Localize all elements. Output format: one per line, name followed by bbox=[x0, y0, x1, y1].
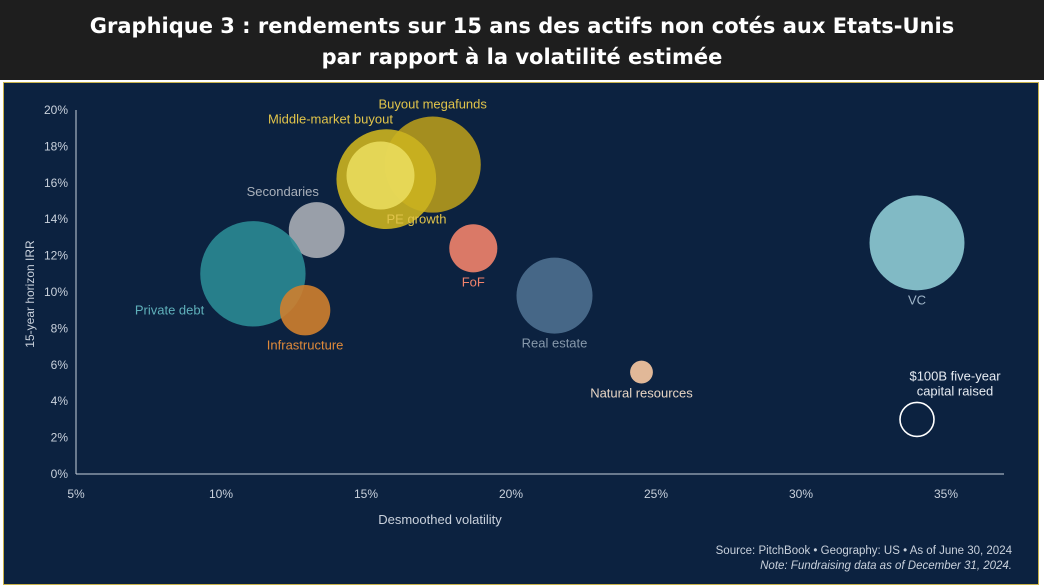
y-tick-label: 0% bbox=[51, 467, 69, 481]
bubble-label-vc: VC bbox=[908, 292, 926, 307]
x-tick-label: 15% bbox=[354, 487, 378, 501]
x-tick-label: 35% bbox=[934, 487, 958, 501]
y-tick-label: 10% bbox=[44, 285, 68, 299]
x-axis-title: Desmoothed volatility bbox=[378, 512, 502, 527]
bubble-natural-resources bbox=[630, 360, 653, 384]
x-tick-label: 5% bbox=[67, 487, 85, 501]
bubble-secondaries bbox=[288, 202, 345, 259]
y-tick-label: 12% bbox=[44, 249, 68, 263]
y-tick-label: 8% bbox=[51, 321, 69, 335]
y-tick-label: 16% bbox=[44, 176, 68, 190]
y-tick-label: 18% bbox=[44, 139, 68, 153]
bubble-label-real-estate: Real estate bbox=[522, 336, 588, 351]
bubble-label-infrastructure: Infrastructure bbox=[267, 337, 344, 352]
bubble-label-line: Secondaries bbox=[247, 184, 320, 199]
bubble-label-line: Natural resources bbox=[590, 385, 693, 400]
chart-title-line-1: Graphique 3 : rendements sur 15 ans des … bbox=[89, 14, 955, 38]
bubble-label-pe-growth: PE growth bbox=[387, 212, 447, 227]
bubble-label-middle-market-buyout: Middle-market buyout bbox=[268, 111, 393, 126]
bubble-label-private-debt: Private debt bbox=[135, 302, 205, 317]
bubble-private-debt bbox=[200, 221, 306, 327]
bubble-label-line: PE growth bbox=[387, 212, 447, 227]
x-tick-label: 30% bbox=[789, 487, 813, 501]
y-axis-title: 15-year horizon IRR bbox=[23, 240, 37, 348]
bubble-label-line: VC bbox=[908, 292, 926, 307]
bubble-label-natural-resources: Natural resources bbox=[590, 385, 693, 400]
bubble-label-line: Infrastructure bbox=[267, 337, 344, 352]
bubble-pe-growth bbox=[346, 141, 415, 210]
bubble-100b-five-year-capital-raised bbox=[899, 401, 935, 438]
bubble-label-line: Real estate bbox=[522, 336, 588, 351]
bubble-label-line: Private debt bbox=[135, 302, 205, 317]
bubble-label-line: $100B five-year bbox=[909, 368, 1001, 383]
bubble-infrastructure bbox=[279, 284, 331, 336]
fundraising-note: Note: Fundraising data as of December 31… bbox=[760, 560, 1012, 572]
bubble-label-line: Buyout megafunds bbox=[378, 97, 487, 112]
bubble-label-line: FoF bbox=[462, 274, 485, 289]
bubble-label-line: capital raised bbox=[917, 383, 994, 398]
bubble-chart: 0% 2% 4% 6% 8% 10% 12% 14% 16% 18% 20% 5% 10% 15% 20% 2… bbox=[23, 97, 1004, 527]
chart-title-line-2: par rapport à la volatilité estimée bbox=[321, 45, 723, 69]
source-note: Source: PitchBook • Geography: US • As o… bbox=[715, 545, 1012, 557]
x-tick-label: 20% bbox=[499, 487, 523, 501]
bubble-label-buyout-megafunds: Buyout megafunds bbox=[378, 97, 487, 112]
bubble-real-estate bbox=[516, 257, 593, 334]
title-bar: Graphique 3 : rendements sur 15 ans des … bbox=[0, 0, 1044, 80]
y-tick-label: 6% bbox=[51, 358, 69, 372]
chart-panel: 0% 2% 4% 6% 8% 10% 12% 14% 16% 18% 20% 5% 10% 15% 20% 2… bbox=[3, 82, 1039, 585]
bubble-vc bbox=[869, 195, 965, 291]
bubble-label-secondaries: Secondaries bbox=[247, 184, 320, 199]
x-tick-label: 10% bbox=[209, 487, 233, 501]
y-tick-label: 14% bbox=[44, 212, 68, 226]
y-tick-label: 20% bbox=[44, 103, 68, 117]
bubble-label-line: Middle-market buyout bbox=[268, 111, 393, 126]
bubble-label-fof: FoF bbox=[462, 274, 485, 289]
bubble-fof bbox=[449, 224, 498, 273]
y-tick-label: 2% bbox=[51, 431, 69, 445]
bubble-label-100b-five-year-capital-raised: $100B five-year capital raised bbox=[909, 368, 1001, 398]
x-tick-label: 25% bbox=[644, 487, 668, 501]
y-tick-label: 4% bbox=[51, 394, 69, 408]
